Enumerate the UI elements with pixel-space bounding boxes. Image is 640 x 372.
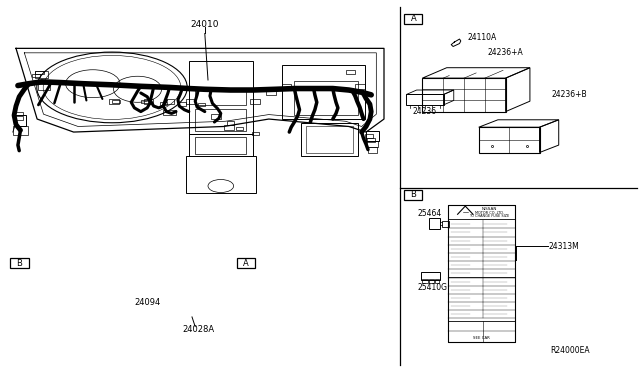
Bar [160,102,167,105]
Bar [236,127,243,130]
Bar [429,279,434,283]
Text: 24236+B: 24236+B [552,90,588,99]
Text: 24236: 24236 [413,107,437,116]
Bar [442,221,449,227]
Text: B: B [410,190,417,199]
Text: 24313M: 24313M [548,242,579,251]
Bar [266,90,276,95]
Bar [35,71,44,74]
Bar [195,137,246,154]
Bar [38,84,50,90]
Bar [32,74,40,77]
Bar [112,100,120,103]
Bar [227,121,234,125]
Bar [211,114,221,119]
Text: 24110A: 24110A [467,33,497,42]
Bar [237,258,255,268]
Bar [13,126,28,135]
Bar [186,156,256,193]
Text: A: A [243,259,248,267]
Bar [301,123,358,156]
Bar [282,84,291,89]
Bar [404,190,422,200]
Bar [179,102,186,106]
Bar [367,138,375,142]
Bar [404,14,422,24]
Bar [198,103,205,106]
Text: 24028A: 24028A [182,325,214,334]
Bar [282,65,365,119]
Bar [144,99,153,104]
Bar [366,131,379,141]
Bar [421,272,440,280]
Bar [163,110,176,115]
Bar [165,99,174,104]
Text: TO CHANGE FUSE SIZE: TO CHANGE FUSE SIZE [470,214,509,218]
Text: 25464: 25464 [418,209,442,218]
Bar [294,81,358,115]
Bar [422,279,428,283]
Bar [250,99,260,104]
Bar [355,84,365,89]
Bar [448,205,515,342]
Bar [365,134,373,138]
Bar [189,134,253,156]
Text: 24094: 24094 [134,298,161,307]
Bar [429,218,440,229]
Bar [186,99,195,104]
Text: 24236+A: 24236+A [488,48,524,57]
Bar [195,90,246,105]
Bar [14,112,23,115]
Bar [141,100,148,103]
Bar [346,70,355,74]
Bar [189,61,253,134]
Bar [195,109,246,131]
Text: MOTOR CO.,LTD.: MOTOR CO.,LTD. [475,211,504,215]
Bar [367,141,378,147]
Bar [224,125,234,130]
Bar [10,258,29,268]
Bar [306,126,353,153]
Bar [368,147,377,153]
Text: 25410G: 25410G [417,283,447,292]
Text: B: B [16,259,22,267]
Bar [448,321,515,342]
Bar [109,99,119,104]
Text: A: A [411,15,416,23]
Bar [14,116,23,120]
Bar [252,132,259,135]
Bar [35,71,48,78]
Text: SEE CAR: SEE CAR [473,336,490,340]
Text: R24000EA: R24000EA [550,346,590,355]
Bar [15,115,26,126]
Bar [435,279,439,283]
Bar [448,205,515,219]
Text: NISSAN: NISSAN [482,207,497,211]
Text: 24010: 24010 [191,20,219,29]
